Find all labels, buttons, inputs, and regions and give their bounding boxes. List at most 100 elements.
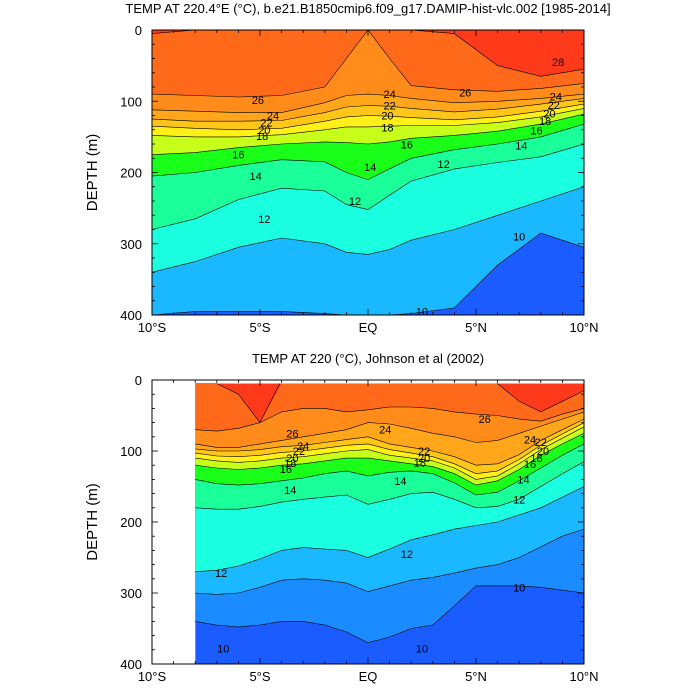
contour-label: 26: [286, 428, 298, 440]
contour-label: 20: [258, 125, 270, 137]
contour-label: 18: [414, 457, 426, 469]
contour-label: 26: [479, 414, 491, 426]
contour-label: 22: [293, 446, 305, 458]
y-tick-label: 0: [135, 23, 142, 38]
contour-label: 14: [364, 162, 376, 174]
x-tick-label: 5°N: [465, 320, 487, 335]
contour-label: 12: [513, 494, 525, 506]
isotherm-t24: [195, 411, 584, 448]
contour-label: 14: [394, 476, 406, 488]
contour-label: 16: [401, 140, 413, 152]
contour-label: 22: [548, 100, 560, 112]
contour-field: [195, 383, 584, 664]
contour-label: 12: [349, 196, 361, 208]
y-axis-label: DEPTH (m): [84, 483, 101, 561]
isotherm-t18: [195, 426, 584, 480]
y-tick-label: 100: [120, 444, 142, 459]
contour-field: [152, 30, 584, 315]
contour-label: 12: [401, 549, 413, 561]
contour-label: 24: [550, 91, 562, 103]
contour-label: 16: [232, 150, 244, 162]
x-tick-label: EQ: [359, 320, 378, 335]
y-tick-label: 400: [120, 308, 142, 323]
contour-label: 20: [286, 453, 298, 465]
contour-label: 24: [379, 425, 391, 437]
contour-label: 18: [381, 123, 393, 135]
contour-label: 18: [539, 116, 551, 128]
contour-label: 24: [267, 111, 279, 123]
contour-label: 20: [543, 108, 555, 120]
isotherm-t10: [195, 585, 584, 644]
contour-label: 20: [537, 446, 549, 458]
isotherm-t14: [195, 443, 584, 496]
isotherm-t28: [152, 30, 584, 77]
band-t28: [152, 30, 584, 77]
contour-label: 12: [215, 568, 227, 580]
y-tick-label: 200: [120, 515, 142, 530]
contour-label: 14: [515, 140, 527, 152]
x-tick-label: 5°N: [465, 669, 487, 684]
y-axis-label: DEPTH (m): [84, 134, 101, 212]
contour-label: 10: [217, 643, 229, 655]
contour-label: 20: [418, 453, 430, 465]
contour-label: 10: [513, 232, 525, 244]
contour-label: 10: [513, 582, 525, 594]
isotherm-t14: [152, 123, 584, 180]
contour-label: 18: [284, 458, 296, 470]
isotherm-t26: [152, 30, 584, 98]
isotherm-t24: [152, 93, 584, 113]
isotherm-t11: [195, 528, 584, 595]
contour-label: 24: [297, 441, 309, 453]
contour-label: 18: [256, 131, 268, 143]
y-tick-label: 200: [120, 166, 142, 181]
isotherm-t13: [195, 461, 584, 510]
x-tick-label: 10°S: [138, 320, 167, 335]
contour-label: 22: [260, 118, 272, 130]
bottom-panel: 2624222018161424262220181424222018161412…: [84, 351, 599, 684]
contour-label: 16: [524, 459, 536, 471]
contour-label: 24: [524, 435, 536, 447]
contour-label: 10: [416, 306, 428, 318]
x-tick-label: 10°N: [569, 669, 598, 684]
isotherm-t20: [195, 422, 584, 475]
contour-label: 20: [381, 111, 393, 123]
y-tick-label: 300: [120, 586, 142, 601]
contour-label: 22: [418, 446, 430, 458]
band-t28: [195, 383, 584, 423]
x-tick-label: EQ: [359, 669, 378, 684]
contour-label: 16: [280, 464, 292, 476]
isotherm-t20: [152, 103, 584, 131]
y-tick-label: 0: [135, 373, 142, 388]
isotherm-t16: [195, 433, 584, 486]
contour-label: 10: [416, 643, 428, 655]
y-tick-label: 100: [120, 94, 142, 109]
isotherm-t12: [152, 143, 584, 230]
isotherm-t22: [195, 418, 584, 466]
isotherm-t16: [152, 113, 584, 155]
x-tick-label: 10°N: [569, 320, 598, 335]
x-tick-label: 10°S: [138, 669, 167, 684]
contour-label: 14: [250, 171, 262, 183]
x-tick-label: 5°S: [249, 320, 270, 335]
top-panel: 2826262422201816141224222018161412122422…: [84, 1, 611, 335]
contour-label: 22: [535, 437, 547, 449]
contour-label: 24: [383, 89, 395, 101]
y-tick-label: 300: [120, 237, 142, 252]
chart-title: TEMP AT 220 (°C), Johnson et al (2002): [252, 351, 484, 366]
contour-label: 26: [459, 88, 471, 100]
isotherm-t11: [152, 186, 584, 273]
contour-label: 26: [252, 95, 264, 107]
contour-label: 28: [552, 57, 564, 69]
x-tick-label: 5°S: [249, 669, 270, 684]
contour-label: 12: [258, 214, 270, 226]
chart-title: TEMP AT 220.4°E (°C), b.e21.B1850cmip6.f…: [125, 1, 610, 16]
contour-label: 14: [517, 474, 529, 486]
contour-label: 22: [383, 101, 395, 113]
isotherm-t18: [152, 108, 584, 138]
isotherm-t22: [152, 98, 584, 122]
contour-label: 18: [530, 453, 542, 465]
band-t26: [195, 383, 584, 432]
contour-label: 16: [530, 125, 542, 137]
isotherm-t12: [195, 486, 584, 572]
